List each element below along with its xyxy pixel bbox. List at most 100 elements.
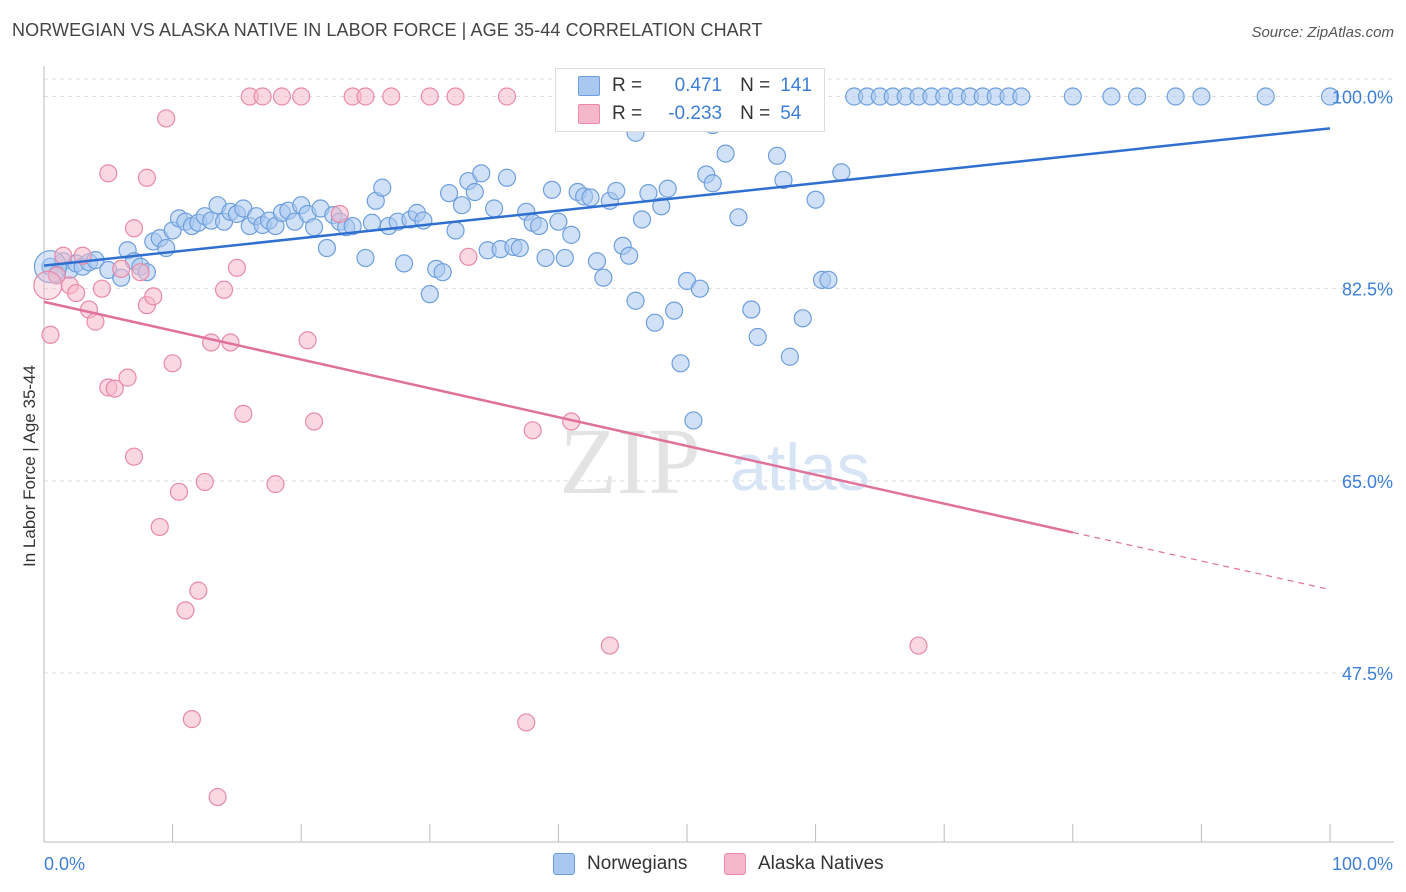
data-point-alaska-natives xyxy=(131,263,150,282)
data-point-norwegians xyxy=(594,268,613,287)
tick-labels: 100.0% 82.5% 65.0% 47.5% 0.0% 100.0% xyxy=(44,88,1393,875)
data-point-alaska-natives xyxy=(523,421,542,440)
data-point-norwegians xyxy=(542,180,562,199)
data-point-norwegians xyxy=(1320,87,1340,106)
legend-row-alaska-natives: R = -0.233 N = 54 xyxy=(578,101,801,127)
data-point-norwegians xyxy=(1192,87,1211,106)
data-point-norwegians xyxy=(1063,87,1082,106)
data-point-norwegians xyxy=(1127,87,1147,106)
data-point-norwegians xyxy=(530,216,549,236)
data-point-norwegians xyxy=(420,285,439,304)
legend-n-label: N = xyxy=(740,75,771,96)
legend-n-value-norwegians: 141 xyxy=(780,75,812,96)
legend-n-value-alaska-natives: 54 xyxy=(780,103,802,124)
data-point-alaska-natives xyxy=(292,87,311,106)
data-point-norwegians xyxy=(684,411,703,430)
data-point-norwegians xyxy=(690,279,709,298)
trend-lines xyxy=(43,127,1331,591)
data-point-alaska-natives xyxy=(272,87,292,106)
data-point-norwegians xyxy=(446,221,465,240)
x-tick-label: 0.0% xyxy=(44,854,85,874)
x-tick-label: 100.0% xyxy=(1332,854,1393,874)
data-point-alaska-natives xyxy=(356,87,375,106)
legend-r-label: R = xyxy=(612,75,643,96)
data-point-norwegians xyxy=(729,208,748,227)
chart-title: NORWEGIAN VS ALASKA NATIVE IN LABOR FORC… xyxy=(12,20,763,40)
data-point-norwegians xyxy=(806,190,825,209)
data-point-alaska-natives xyxy=(304,412,324,431)
watermark: ZIP atlas xyxy=(560,410,870,514)
data-point-norwegians xyxy=(671,354,690,373)
data-point-norwegians xyxy=(373,178,392,197)
data-point-alaska-natives xyxy=(124,447,144,466)
data-point-alaska-natives xyxy=(105,379,124,398)
y-tick-label: 82.5% xyxy=(1342,280,1393,300)
data-point-norwegians xyxy=(819,270,838,289)
data-point-alaska-natives xyxy=(124,219,144,238)
data-point-alaska-natives xyxy=(195,472,214,492)
y-tick-label: 100.0% xyxy=(1332,88,1393,108)
data-point-alaska-natives xyxy=(227,258,246,277)
data-point-norwegians xyxy=(652,197,671,216)
legend-n-label: N = xyxy=(740,103,771,124)
data-point-alaska-natives xyxy=(420,87,439,106)
trend-line-alaska-natives xyxy=(43,300,1074,534)
bottom-legend-swatch-norwegians xyxy=(553,853,575,875)
data-point-norwegians xyxy=(317,238,337,258)
data-point-norwegians xyxy=(510,238,529,258)
y-tick-label: 47.5% xyxy=(1342,664,1393,684)
data-point-norwegians xyxy=(1102,87,1121,106)
data-point-alaska-natives xyxy=(92,279,111,298)
data-point-norwegians xyxy=(394,254,414,273)
data-point-norwegians xyxy=(581,188,600,207)
bottom-legend-alaska-natives: Alaska Natives xyxy=(724,852,884,876)
data-point-norwegians xyxy=(1166,87,1185,106)
data-point-alaska-natives xyxy=(517,713,536,732)
data-point-norwegians xyxy=(485,199,504,218)
data-point-alaska-natives xyxy=(137,168,156,187)
data-point-norwegians xyxy=(587,252,607,271)
data-point-alaska-natives xyxy=(600,636,619,655)
data-point-norwegians xyxy=(793,309,812,328)
alaska-natives-points xyxy=(33,87,928,807)
data-point-norwegians xyxy=(536,248,555,268)
data-point-alaska-natives xyxy=(144,287,163,306)
data-point-alaska-natives xyxy=(118,368,137,387)
data-point-alaska-natives xyxy=(208,787,227,807)
data-point-alaska-natives xyxy=(382,87,401,106)
data-point-norwegians xyxy=(562,225,581,244)
legend-row-norwegians: R = 0.471 N = 141 xyxy=(578,73,812,99)
bottom-legend-swatch-alaska-natives xyxy=(724,853,746,875)
legend-swatch-alaska-natives xyxy=(578,104,600,124)
data-point-norwegians xyxy=(343,216,362,236)
data-point-norwegians xyxy=(716,144,735,163)
data-point-alaska-natives xyxy=(330,204,349,224)
data-point-alaska-natives xyxy=(446,87,465,106)
data-point-alaska-natives xyxy=(909,636,928,655)
legend-r-value-alaska-natives: -0.233 xyxy=(668,103,723,124)
data-point-norwegians xyxy=(742,300,761,319)
data-point-alaska-natives xyxy=(298,331,317,350)
data-point-alaska-natives xyxy=(253,87,272,106)
norwegians-points xyxy=(33,87,1340,430)
trend-line-norwegians xyxy=(43,127,1331,267)
data-point-alaska-natives xyxy=(99,164,118,183)
data-point-norwegians xyxy=(497,168,517,187)
data-point-alaska-natives xyxy=(266,475,285,494)
legend-swatch-norwegians xyxy=(578,76,600,96)
data-point-alaska-natives xyxy=(202,333,221,352)
data-point-norwegians xyxy=(1012,87,1031,106)
legend-r-value-norwegians: 0.471 xyxy=(674,75,723,96)
grid-lines xyxy=(44,78,1394,674)
data-point-alaska-natives xyxy=(169,482,189,501)
data-point-alaska-natives xyxy=(182,710,201,729)
data-point-norwegians xyxy=(356,248,375,268)
data-point-norwegians xyxy=(452,196,472,215)
data-point-norwegians xyxy=(632,210,652,229)
data-point-alaska-natives xyxy=(189,581,208,600)
data-point-norwegians xyxy=(665,301,684,320)
data-point-alaska-natives xyxy=(150,517,169,537)
legend-r-label: R = xyxy=(612,103,643,124)
bottom-legend-norwegians: Norwegians xyxy=(553,852,687,876)
